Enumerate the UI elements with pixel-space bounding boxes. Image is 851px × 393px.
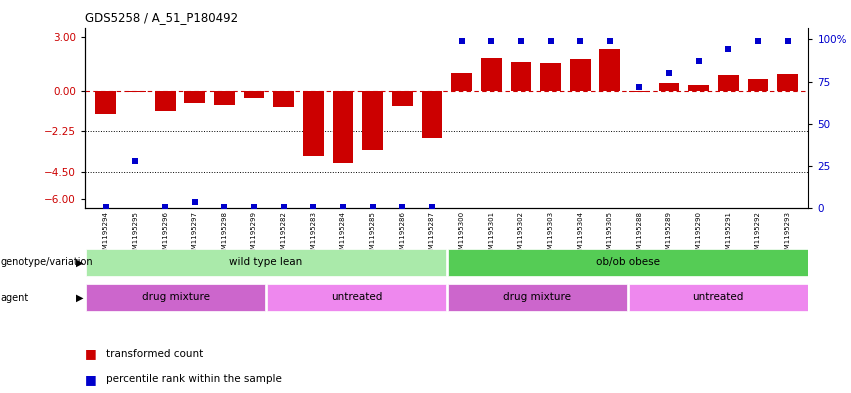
Point <box>662 70 676 76</box>
Text: genotype/variation: genotype/variation <box>1 257 94 267</box>
Point <box>336 204 350 210</box>
Bar <box>570 59 591 91</box>
Bar <box>748 79 768 91</box>
Text: agent: agent <box>1 293 29 303</box>
Text: wild type lean: wild type lean <box>229 257 303 267</box>
Bar <box>448 285 626 311</box>
Bar <box>629 285 808 311</box>
Text: ■: ■ <box>85 373 97 386</box>
Point <box>306 204 320 210</box>
Point <box>218 204 231 210</box>
Bar <box>718 75 739 91</box>
Bar <box>363 91 383 151</box>
Bar <box>511 62 531 91</box>
Text: GDS5258 / A_51_P180492: GDS5258 / A_51_P180492 <box>85 11 238 24</box>
Bar <box>273 91 294 107</box>
Point <box>751 38 765 44</box>
Point <box>188 198 202 205</box>
Point <box>781 38 795 44</box>
Point <box>514 38 528 44</box>
Point <box>158 204 172 210</box>
Bar <box>629 91 650 92</box>
Text: ▶: ▶ <box>76 257 83 267</box>
Point <box>248 204 261 210</box>
Text: drug mixture: drug mixture <box>503 292 571 302</box>
Bar <box>95 91 117 114</box>
Text: untreated: untreated <box>331 292 382 302</box>
Point <box>426 204 439 210</box>
Point <box>484 38 498 44</box>
Text: ob/ob obese: ob/ob obese <box>596 257 660 267</box>
Bar <box>185 91 205 103</box>
Text: ■: ■ <box>85 347 97 360</box>
Point <box>722 46 735 53</box>
Point <box>99 204 112 210</box>
Bar <box>481 58 501 91</box>
Bar <box>659 83 679 91</box>
Bar <box>599 49 620 91</box>
Bar <box>392 91 413 106</box>
Text: percentile rank within the sample: percentile rank within the sample <box>106 374 283 384</box>
Bar <box>777 73 798 91</box>
Bar <box>86 249 446 275</box>
Bar <box>214 91 235 105</box>
Bar <box>688 85 709 91</box>
Bar <box>86 285 265 311</box>
Bar <box>243 91 265 98</box>
Point <box>366 204 380 210</box>
Bar <box>303 91 323 156</box>
Point <box>692 58 705 64</box>
Point <box>454 38 468 44</box>
Bar <box>540 63 561 91</box>
Point <box>603 38 617 44</box>
Text: ▶: ▶ <box>76 293 83 303</box>
Point <box>396 204 409 210</box>
Point <box>129 158 142 164</box>
Point <box>544 38 557 44</box>
Text: transformed count: transformed count <box>106 349 203 359</box>
Bar <box>125 91 146 92</box>
Bar <box>267 285 446 311</box>
Point <box>574 38 587 44</box>
Bar <box>155 91 175 111</box>
Bar <box>451 73 472 91</box>
Bar <box>421 91 443 138</box>
Bar <box>448 249 808 275</box>
Bar <box>333 91 353 163</box>
Text: untreated: untreated <box>693 292 744 302</box>
Text: drug mixture: drug mixture <box>141 292 209 302</box>
Point <box>632 83 646 90</box>
Point <box>277 204 290 210</box>
